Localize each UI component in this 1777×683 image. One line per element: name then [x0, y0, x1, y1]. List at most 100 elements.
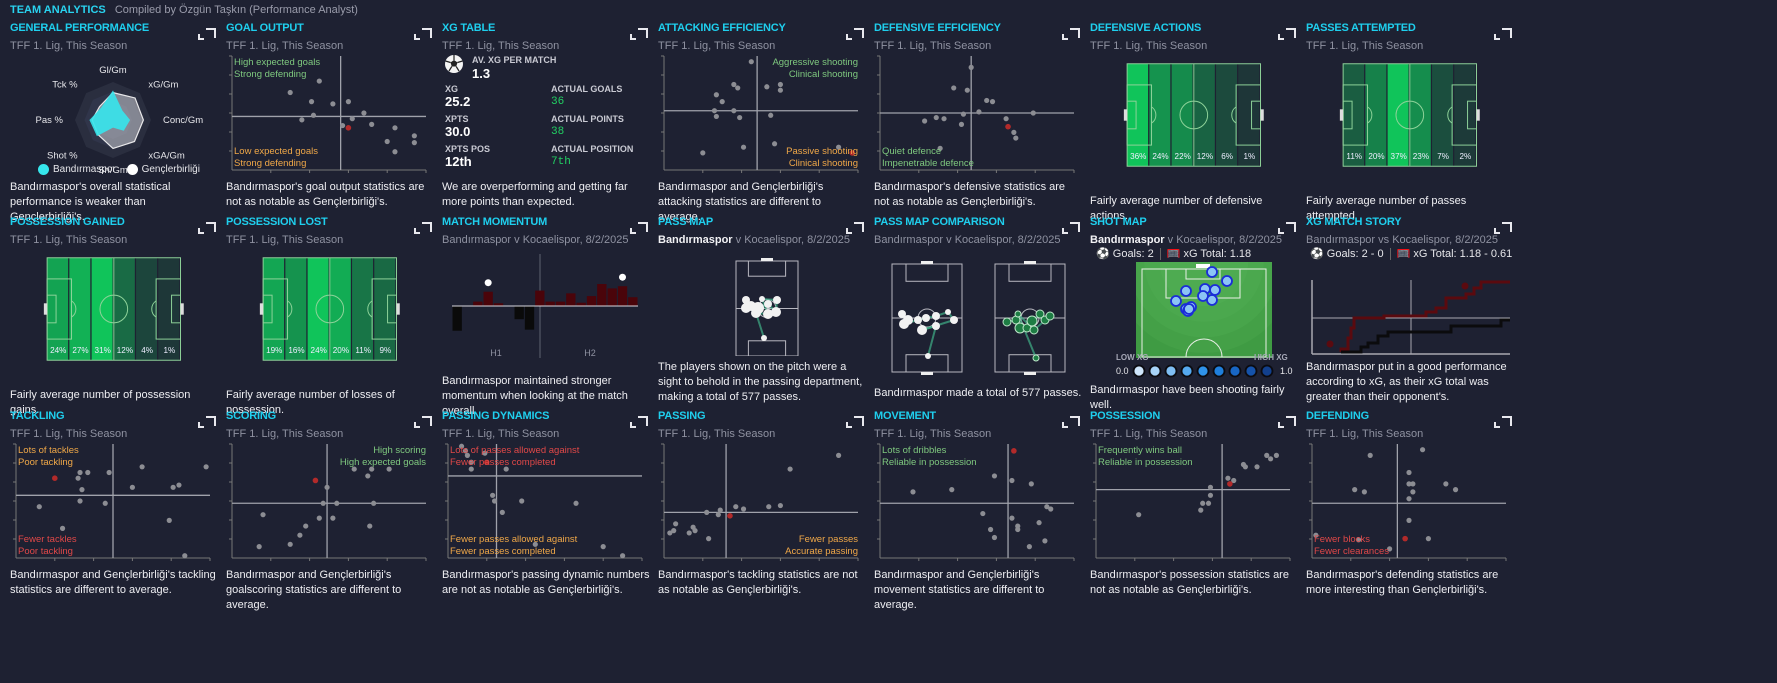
team-point [1231, 477, 1237, 484]
team-point [991, 534, 998, 541]
momentum-bar [566, 293, 576, 306]
expand-icon[interactable] [1494, 416, 1512, 428]
team-point [715, 512, 721, 518]
panel-title: PASSING DYNAMICS [442, 410, 550, 422]
panel-description: Bandırmaspor's defensive statistics are … [874, 181, 1066, 208]
team-point [369, 121, 375, 127]
player-node [764, 300, 772, 308]
panel-movement: MOVEMENT TFF 1. Lig, This Season Lots of… [874, 410, 1080, 611]
scale-high-label: HIGH XG [1254, 353, 1288, 362]
expand-icon[interactable] [198, 222, 216, 234]
expand-icon[interactable] [198, 28, 216, 40]
half-label: H2 [584, 348, 596, 358]
team-point [491, 498, 498, 504]
team-point [499, 509, 505, 515]
expand-icon[interactable] [1494, 28, 1512, 40]
goal-left [259, 303, 264, 315]
expand-icon[interactable] [1062, 28, 1080, 40]
expand-icon[interactable] [1062, 416, 1080, 428]
expand-icon[interactable] [630, 28, 648, 40]
penalty-arc-left [71, 300, 77, 318]
goal-box-right [387, 294, 397, 324]
centre-circle [99, 294, 129, 324]
panel-description: Fairly average number of possession gain… [10, 389, 191, 416]
team-point [713, 113, 719, 120]
zone-bar [1216, 63, 1238, 167]
team-point [203, 464, 209, 470]
highlighted-team-point [484, 459, 490, 466]
team-point [777, 81, 783, 88]
quadrant-label: Fewer passes [799, 534, 858, 545]
momentum-bar [452, 306, 462, 331]
panel-title: ATTACKING EFFICIENCY [658, 22, 786, 34]
pass-map-comparison-pitches [891, 261, 1066, 375]
quadrant-label: Low expected goals [234, 146, 318, 157]
team-point [711, 108, 718, 114]
expand-icon[interactable] [846, 28, 864, 40]
team-point [287, 89, 293, 96]
penalty-arc-right [1447, 106, 1453, 124]
expand-icon[interactable] [1278, 28, 1296, 40]
player-node [1035, 309, 1045, 319]
zone-bar [1127, 63, 1149, 167]
zone-bar [285, 257, 307, 361]
zone-percent-label: 6% [1221, 152, 1233, 161]
player-node [1029, 325, 1039, 335]
team-point [367, 523, 373, 529]
goal-marker [484, 279, 492, 287]
zone-bar [1365, 63, 1387, 167]
opponent-pitch-goal-bottom [1024, 372, 1036, 375]
expand-icon[interactable] [630, 222, 648, 234]
expand-icon[interactable] [414, 222, 432, 234]
team-point [1015, 526, 1021, 533]
expand-icon[interactable] [846, 416, 864, 428]
panel-title: XG MATCH STORY [1306, 216, 1402, 228]
team-point [836, 144, 842, 150]
team-point [989, 99, 996, 105]
expand-icon[interactable] [198, 416, 216, 428]
expand-icon[interactable] [630, 416, 648, 428]
zone-percent-label: 16% [288, 346, 304, 355]
expand-icon[interactable] [1062, 222, 1080, 234]
zone-percent-label: 9% [380, 346, 392, 355]
expand-icon[interactable] [414, 28, 432, 40]
player-node [925, 353, 931, 359]
team-point [1273, 452, 1280, 458]
team-point [36, 504, 42, 510]
team-point [392, 149, 398, 155]
zone-pitch: 36% 24% 22% 12% 6% 1% [1123, 63, 1264, 167]
quadrant-label: Quiet defence [882, 146, 941, 157]
zone-bar [263, 257, 285, 361]
team-point [345, 99, 351, 105]
zone-bar [329, 257, 351, 361]
opponent-pitch-box-bottom [1008, 354, 1052, 373]
stat-value: 12th [445, 154, 472, 169]
expand-icon[interactable] [1494, 222, 1512, 234]
xg-total-label: xG Total: 1.18 - 0.61 [1413, 248, 1513, 260]
expand-icon[interactable] [1278, 222, 1296, 234]
zone-percent-label: 24% [50, 346, 66, 355]
team-point [1410, 489, 1416, 495]
opponent-pitch-box-top [1008, 263, 1052, 282]
quadrant-label: Fewer passes completed [450, 546, 556, 557]
zone-bar [136, 257, 158, 361]
panel-description: Bandırmaspor's tackling statistics are n… [658, 569, 858, 596]
player-node [751, 308, 761, 318]
expand-icon[interactable] [1278, 416, 1296, 428]
zone-percent-label: 31% [95, 346, 111, 355]
team-point [1207, 484, 1214, 490]
panel-description: The players shown on the pitch were a si… [658, 361, 863, 403]
quadrant-label: Fewer clearances [1314, 546, 1389, 557]
page-subtitle: Compiled by Özgün Taşkın (Performance An… [114, 4, 358, 16]
team-point [308, 99, 315, 105]
expand-icon[interactable] [414, 416, 432, 428]
team-point [1036, 520, 1042, 526]
expand-icon[interactable] [846, 222, 864, 234]
team-point [1242, 464, 1248, 470]
penalty-arc-right [151, 300, 157, 318]
team-point [106, 469, 112, 476]
team-point [719, 99, 725, 105]
